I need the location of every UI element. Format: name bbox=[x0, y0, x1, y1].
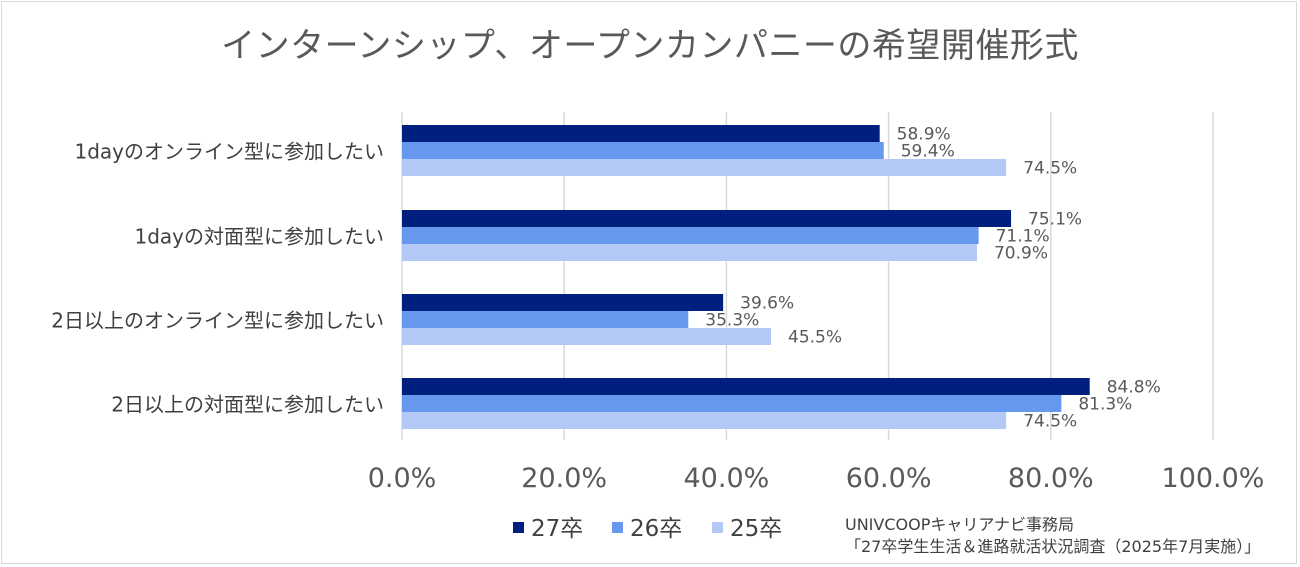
legend-swatch-25卒 bbox=[712, 522, 723, 533]
bar-27卒-2 bbox=[402, 294, 724, 311]
bars bbox=[402, 125, 1090, 429]
legend-label-27卒: 27卒 bbox=[531, 516, 583, 542]
data-label-25卒-2: 45.5% bbox=[788, 328, 842, 348]
data-label-25卒-1: 70.9% bbox=[994, 244, 1048, 264]
category-label-2: 2日以上のオンライン型に参加したい bbox=[51, 309, 384, 333]
data-label-25卒-3: 74.5% bbox=[1023, 412, 1077, 432]
data-label-27卒-3: 84.8% bbox=[1107, 378, 1161, 398]
x-axis-tick-labels: 0.0% 20.0% 40.0% 60.0% 80.0% 100.0% bbox=[368, 463, 1265, 494]
bar-26卒-1 bbox=[402, 227, 979, 244]
data-label-27卒-1: 75.1% bbox=[1028, 210, 1082, 230]
category-label-0: 1dayのオンライン型に参加したい bbox=[74, 140, 384, 164]
bar-25卒-3 bbox=[402, 412, 1007, 429]
bar-25卒-0 bbox=[402, 159, 1007, 176]
data-labels: 58.9%59.4% 74.5% 75.1%71.1%70.9% 39.6%35.3%… bbox=[705, 125, 1160, 432]
bar-27卒-3 bbox=[402, 378, 1090, 395]
source-line-2: 「27卒学生生活＆進路就活状況調査（2025年7月実施）」 bbox=[845, 537, 1261, 556]
category-labels: 1dayのオンライン型に参加したい 1dayの対面型に参加したい 2日以上のオンライ… bbox=[51, 140, 384, 417]
category-label-3: 2日以上の対面型に参加したい bbox=[111, 393, 384, 417]
chart-title: インターンシップ、オープンカンパニーの希望開催形式 bbox=[221, 26, 1079, 66]
source-line-1: UNIVCOOPキャリアナビ事務局 bbox=[845, 515, 1075, 534]
x-tick-label-2: 40.0% bbox=[684, 463, 770, 494]
data-label-27卒-2: 39.6% bbox=[740, 294, 794, 314]
data-label-26卒-3: 81.3% bbox=[1078, 395, 1132, 415]
bar-26卒-0 bbox=[402, 142, 884, 159]
x-tick-label-4: 80.0% bbox=[1008, 463, 1094, 494]
data-label-26卒-2: 35.3% bbox=[705, 311, 759, 331]
bar-26卒-2 bbox=[402, 311, 689, 328]
legend: 27卒 26卒 25卒 bbox=[513, 516, 782, 542]
bar-27卒-0 bbox=[402, 125, 880, 142]
bar-27卒-1 bbox=[402, 210, 1012, 227]
x-tick-label-3: 60.0% bbox=[846, 463, 932, 494]
x-tick-label-0: 0.0% bbox=[368, 463, 437, 494]
bar-26卒-3 bbox=[402, 395, 1062, 412]
bar-25卒-2 bbox=[402, 328, 772, 345]
category-label-1: 1dayの対面型に参加したい bbox=[134, 225, 384, 249]
data-label-26卒-0: 59.4% bbox=[901, 142, 955, 162]
x-tick-label-5: 100.0% bbox=[1162, 463, 1265, 494]
data-label-27卒-0: 58.9% bbox=[897, 125, 951, 145]
bar-25卒-1 bbox=[402, 244, 977, 261]
legend-swatch-26卒 bbox=[612, 522, 623, 533]
legend-swatch-27卒 bbox=[513, 522, 524, 533]
source-note: UNIVCOOPキャリアナビ事務局 「27卒学生生活＆進路就活状況調査（2025… bbox=[845, 514, 1260, 558]
legend-label-25卒: 25卒 bbox=[730, 516, 782, 542]
data-label-25卒-0: 74.5% bbox=[1023, 159, 1077, 179]
data-label-26卒-1: 71.1% bbox=[996, 227, 1050, 247]
legend-label-26卒: 26卒 bbox=[630, 516, 682, 542]
x-tick-label-1: 20.0% bbox=[521, 463, 607, 494]
